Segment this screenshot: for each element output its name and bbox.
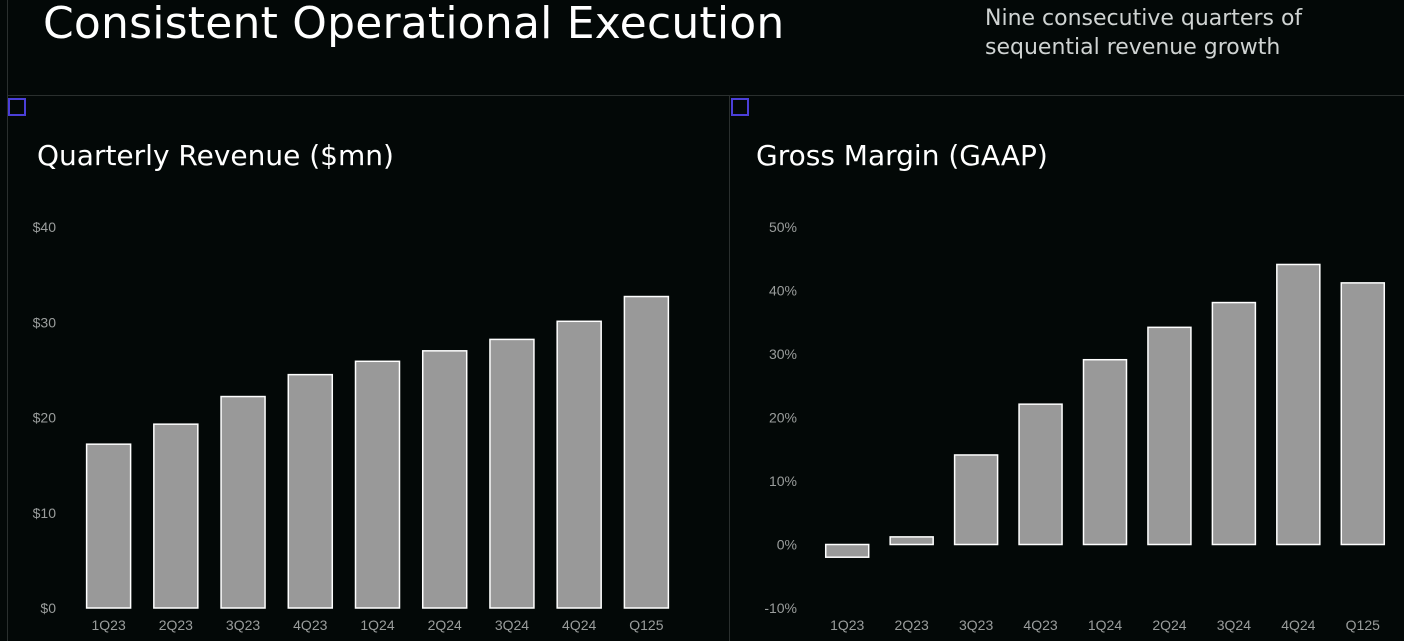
left-panel-corner-marker	[8, 98, 26, 116]
revenue-bar-2q23	[153, 423, 199, 609]
revenue-y-tick-label: $20	[33, 410, 57, 426]
gross-margin-bar-1q24	[1082, 358, 1128, 546]
gross-margin-y-tick-label: 20%	[769, 410, 797, 426]
gross-margin-y-tick-label: 40%	[769, 283, 797, 299]
gross-margin-x-category-label: 4Q23	[1023, 617, 1057, 633]
gross-margin-bar-1q23	[824, 543, 870, 558]
revenue-y-tick-label: $30	[33, 314, 57, 330]
gross-margin-y-tick-label: 0%	[777, 537, 797, 553]
gross-margin-x-category-label: 3Q23	[959, 617, 993, 633]
revenue-x-category-label: 2Q24	[428, 617, 462, 633]
revenue-bar-4q23	[287, 373, 334, 609]
revenue-x-category-label: 1Q24	[360, 617, 394, 633]
revenue-y-tick-label: $0	[40, 600, 56, 616]
gross-margin-y-tick-label: 30%	[769, 346, 797, 362]
header-divider	[7, 95, 1404, 96]
revenue-x-category-label: 1Q23	[91, 617, 125, 633]
revenue-bar-4q24	[556, 320, 602, 609]
revenue-y-tick-label: $40	[33, 219, 57, 235]
gross-margin-chart: Gross Margin (GAAP) -10% 0% 10% 20% 30% 40% 50…	[756, 139, 1386, 633]
gross-margin-y-tick-label: -10%	[764, 600, 797, 616]
gross-margin-bar-4q23	[1018, 403, 1063, 546]
gross-margin-bar-2q23	[889, 536, 934, 546]
gross-margin-x-category-label: 3Q24	[1217, 617, 1251, 633]
page-subtitle: Nine consecutive quarters of sequential …	[985, 6, 1303, 60]
revenue-chart-title: Quarterly Revenue ($mn)	[37, 139, 394, 172]
gross-margin-x-category-label: 2Q23	[895, 617, 929, 633]
gross-margin-bar-2q24	[1147, 326, 1192, 546]
panel-divider	[729, 95, 730, 641]
revenue-x-category-label: 2Q23	[159, 617, 193, 633]
gross-margin-x-category-label: 4Q24	[1281, 617, 1315, 633]
gross-margin-bar-4q24	[1276, 263, 1321, 546]
revenue-bar-2q24	[421, 350, 468, 609]
revenue-x-category-label: 3Q24	[495, 617, 529, 633]
gross-margin-x-category-label: 1Q24	[1088, 617, 1122, 633]
gross-margin-y-tick-label: 50%	[769, 219, 797, 235]
page-title: Consistent Operational Execution	[43, 0, 785, 49]
revenue-y-tick-label: $10	[33, 505, 57, 521]
revenue-x-category-label: 4Q24	[562, 617, 596, 633]
revenue-bar-3q23	[220, 395, 266, 609]
left-rule	[7, 0, 8, 641]
gross-margin-bar-3q23	[953, 454, 999, 546]
gross-margin-y-tick-label: 10%	[769, 473, 797, 489]
revenue-x-category-label: 4Q23	[293, 617, 327, 633]
revenue-bar-1q23	[85, 443, 132, 609]
revenue-bar-3q24	[489, 338, 535, 609]
revenue-bar-q125	[623, 295, 670, 609]
gross-margin-x-category-label: Q125	[1346, 617, 1380, 633]
gross-margin-chart-title: Gross Margin (GAAP)	[756, 139, 1048, 172]
gross-margin-x-category-label: 1Q23	[830, 617, 864, 633]
gross-margin-bar-q125	[1340, 282, 1386, 546]
revenue-x-category-label: Q125	[629, 617, 663, 633]
revenue-x-category-label: 3Q23	[226, 617, 260, 633]
revenue-chart: Quarterly Revenue ($mn) $0 $10 $20 $30 $40 1Q…	[33, 139, 670, 633]
gross-margin-bar-3q24	[1211, 301, 1257, 546]
right-panel-corner-marker	[731, 98, 749, 116]
revenue-bar-1q24	[354, 360, 401, 609]
gross-margin-x-category-label: 2Q24	[1152, 617, 1186, 633]
